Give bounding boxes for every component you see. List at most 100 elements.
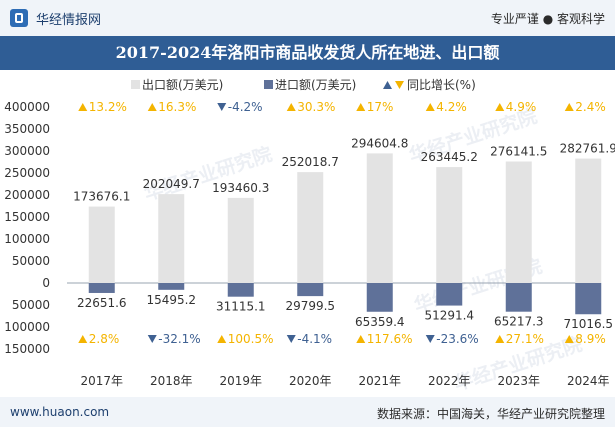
import-value-label: 65359.4 [355,315,405,329]
export-growth-label: 17% [367,100,394,114]
import-bar [575,283,602,315]
import-growth-label: -32.1% [158,332,200,346]
x-tick-label: 2024年 [567,374,610,388]
y-tick-label: 100000 [4,320,50,334]
import-bar [505,283,532,312]
import-bar [88,283,115,293]
growth-up-icon [147,103,157,111]
x-tick-label: 2017年 [80,374,123,388]
legend-export-label: 出口额(万美元) [142,78,223,92]
logo-icon [10,9,28,27]
x-tick-label: 2019年 [219,374,262,388]
footer-bar [0,397,615,427]
growth-up-icon [564,103,574,111]
export-bar [575,158,602,283]
export-bar [505,161,532,283]
export-value-label: 252018.7 [282,155,339,169]
import-growth-label: -4.1% [297,332,332,346]
export-value-label: 294604.8 [351,136,408,150]
title-bar [0,36,615,70]
import-bar [297,283,324,297]
export-growth-label: 4.2% [436,100,467,114]
x-tick-label: 2023年 [497,374,540,388]
import-value-label: 51291.4 [424,309,474,323]
import-growth-label: 27.1% [506,332,544,346]
growth-down-icon [217,103,227,111]
import-value-label: 22651.6 [77,296,127,310]
import-bar [227,283,254,297]
x-tick-label: 2022年 [428,374,471,388]
legend-export-swatch [131,80,140,89]
growth-up-icon [78,103,88,111]
y-tick-label: 350000 [4,122,50,136]
growth-down-icon [425,335,435,343]
y-tick-label: 150000 [4,210,50,224]
import-value-label: 15495.2 [146,293,196,307]
y-tick-label: 150000 [4,342,50,356]
y-tick-label: 50000 [12,254,50,268]
import-growth-label: 2.8% [89,332,120,346]
legend-import-label: 进口额(万美元) [275,78,356,92]
data-source: 数据来源：中国海关，华经产业研究院整理 [376,407,605,421]
x-tick-label: 2018年 [150,374,193,388]
export-growth-label: 2.4% [575,100,606,114]
top-bar [0,0,615,36]
export-value-label: 193460.3 [212,181,269,195]
import-value-label: 29799.5 [285,299,335,313]
export-bar [366,153,393,283]
import-value-label: 31115.1 [216,300,266,314]
growth-up-icon [495,335,505,343]
growth-up-icon [564,335,574,343]
y-tick-label: 100000 [4,232,50,246]
y-tick-label: 0 [42,276,50,290]
y-tick-label: 300000 [4,144,50,158]
y-tick-label: 400000 [4,100,50,114]
import-bar [158,283,185,290]
export-growth-label: 13.2% [89,100,127,114]
legend-yoy-label: 同比增长(%) [407,78,476,92]
growth-up-icon [425,103,435,111]
y-tick-label: 50000 [12,298,50,312]
legend-import-swatch [264,80,273,89]
export-bar [227,197,254,283]
legend-down-triangle-icon [395,81,404,89]
export-value-label: 263445.2 [421,150,478,164]
legend-up-triangle-icon [383,81,392,89]
import-bar [366,283,393,312]
chart-title: 2017-2024年洛阳市商品收发货人所在地进、出口额 [115,43,500,62]
export-bar [436,167,463,283]
export-value-label: 173676.1 [73,190,130,204]
x-tick-label: 2021年 [358,374,401,388]
export-value-label: 276141.5 [490,144,547,158]
growth-up-icon [217,335,227,343]
import-bar [436,283,463,306]
export-growth-label: 16.3% [158,100,196,114]
export-growth-label: 4.9% [506,100,537,114]
growth-down-icon [286,335,296,343]
import-growth-label: 8.9% [575,332,606,346]
import-value-label: 65217.3 [494,315,544,329]
export-bar [158,194,185,283]
import-growth-label: -23.6% [436,332,478,346]
growth-down-icon [147,335,157,343]
growth-up-icon [78,335,88,343]
growth-up-icon [356,103,366,111]
tagline: 专业严谨 ● 客观科学 [490,12,605,26]
import-growth-label: 117.6% [367,332,413,346]
import-growth-label: 100.5% [228,332,274,346]
x-tick-label: 2020年 [289,374,332,388]
brand-name[interactable]: 华经情报网 [36,13,102,28]
import-value-label: 71016.5 [563,317,613,331]
growth-up-icon [286,103,296,111]
export-growth-label: 30.3% [297,100,335,114]
export-value-label: 202049.7 [143,177,200,191]
site-link[interactable]: www.huaon.com [10,405,110,419]
export-growth-label: -4.2% [228,100,263,114]
growth-up-icon [356,335,366,343]
y-tick-label: 250000 [4,166,50,180]
export-bar [297,172,324,283]
export-bar [88,206,115,283]
export-value-label: 282761.9 [560,142,615,156]
y-tick-label: 200000 [4,188,50,202]
